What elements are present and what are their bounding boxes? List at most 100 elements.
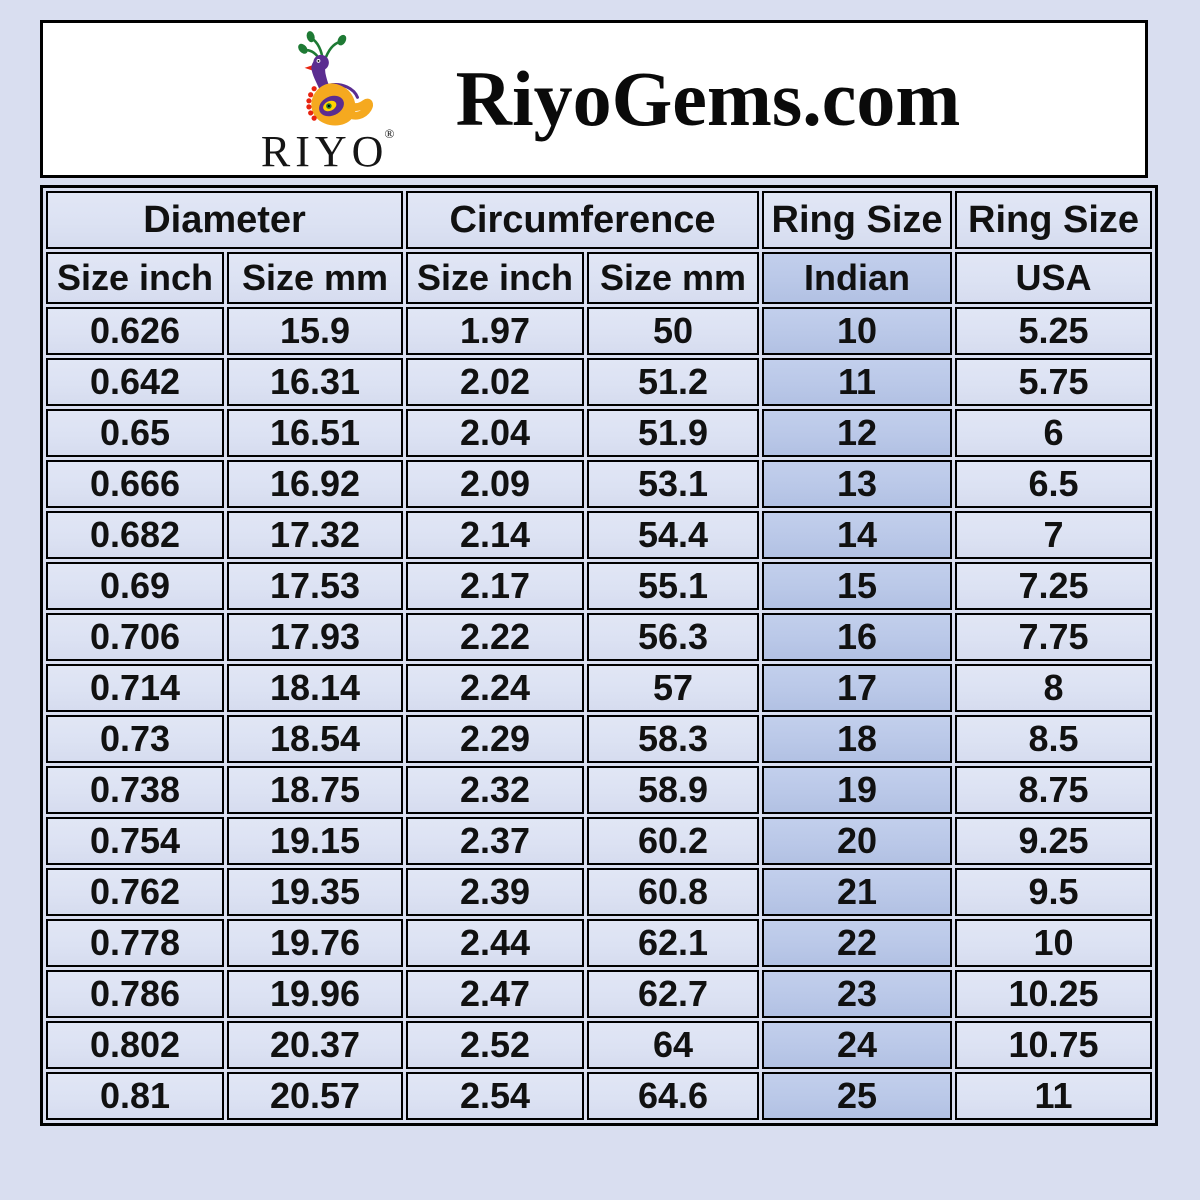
group-header-row: Diameter Circumference Ring Size Ring Si… <box>46 191 1153 249</box>
table-cell: 55.1 <box>587 562 760 610</box>
table-row: 0.802 20.37 2.52 64 24 10.75 <box>46 1021 1153 1069</box>
table-cell: 18 <box>762 715 953 763</box>
table-cell: 10.25 <box>955 970 1153 1018</box>
table-cell: 8.75 <box>955 766 1153 814</box>
table-cell: 17 <box>762 664 953 712</box>
logo-wordmark: RIYO® <box>261 126 395 174</box>
table-cell: 10 <box>762 307 953 355</box>
sub-header-row: Size inch Size mm Size inch Size mm Indi… <box>46 252 1153 304</box>
table-cell: 60.8 <box>587 868 760 916</box>
table-cell: 16.51 <box>227 409 404 457</box>
registered-mark: ® <box>384 126 395 142</box>
table-cell: 0.642 <box>46 358 224 406</box>
table-row: 0.786 19.96 2.47 62.7 23 10.25 <box>46 970 1153 1018</box>
col-header-usa: USA <box>955 252 1153 304</box>
col-header-indian: Indian <box>762 252 953 304</box>
table-cell: 2.02 <box>406 358 585 406</box>
table-cell: 0.714 <box>46 664 224 712</box>
table-cell: 58.3 <box>587 715 760 763</box>
col-header-circumference-inch: Size inch <box>406 252 585 304</box>
table-cell: 0.65 <box>46 409 224 457</box>
table-cell: 0.81 <box>46 1072 224 1120</box>
table-cell: 0.69 <box>46 562 224 610</box>
table-row: 0.65 16.51 2.04 51.9 12 6 <box>46 409 1153 457</box>
site-title: RiyoGems.com <box>455 55 961 142</box>
table-cell: 19.35 <box>227 868 404 916</box>
table-row: 0.626 15.9 1.97 50 10 5.25 <box>46 307 1153 355</box>
table-cell: 0.802 <box>46 1021 224 1069</box>
table-cell: 22 <box>762 919 953 967</box>
logo-text: RIYO <box>260 127 389 177</box>
table-cell: 1.97 <box>406 307 585 355</box>
peacock-logo-icon <box>297 31 373 126</box>
table-cell: 19.15 <box>227 817 404 865</box>
table-cell: 0.754 <box>46 817 224 865</box>
table-cell: 54.4 <box>587 511 760 559</box>
table-cell: 0.762 <box>46 868 224 916</box>
table-cell: 14 <box>762 511 953 559</box>
table-cell: 6 <box>955 409 1153 457</box>
table-cell: 9.5 <box>955 868 1153 916</box>
table-cell: 53.1 <box>587 460 760 508</box>
col-header-diameter-mm: Size mm <box>227 252 404 304</box>
table-cell: 64 <box>587 1021 760 1069</box>
table-cell: 6.5 <box>955 460 1153 508</box>
table-row: 0.762 19.35 2.39 60.8 21 9.5 <box>46 868 1153 916</box>
table-cell: 19.96 <box>227 970 404 1018</box>
table-cell: 20.57 <box>227 1072 404 1120</box>
col-header-diameter-inch: Size inch <box>46 252 224 304</box>
table-cell: 17.32 <box>227 511 404 559</box>
table-cell: 15.9 <box>227 307 404 355</box>
table-row: 0.754 19.15 2.37 60.2 20 9.25 <box>46 817 1153 865</box>
table-cell: 15 <box>762 562 953 610</box>
table-cell: 20.37 <box>227 1021 404 1069</box>
table-cell: 60.2 <box>587 817 760 865</box>
table-cell: 24 <box>762 1021 953 1069</box>
table-row: 0.682 17.32 2.14 54.4 14 7 <box>46 511 1153 559</box>
header-banner: RIYO® RiyoGems.com <box>40 20 1148 178</box>
table-cell: 16.31 <box>227 358 404 406</box>
table-cell: 56.3 <box>587 613 760 661</box>
table-cell: 13 <box>762 460 953 508</box>
table-cell: 0.738 <box>46 766 224 814</box>
table-cell: 10 <box>955 919 1153 967</box>
table-cell: 0.786 <box>46 970 224 1018</box>
ring-size-table: Diameter Circumference Ring Size Ring Si… <box>40 185 1159 1126</box>
table-cell: 0.778 <box>46 919 224 967</box>
table-cell: 0.682 <box>46 511 224 559</box>
table-cell: 2.04 <box>406 409 585 457</box>
table-cell: 23 <box>762 970 953 1018</box>
table-cell: 18.54 <box>227 715 404 763</box>
table-cell: 51.2 <box>587 358 760 406</box>
table-cell: 62.7 <box>587 970 760 1018</box>
table-cell: 5.75 <box>955 358 1153 406</box>
table-cell: 50 <box>587 307 760 355</box>
table-cell: 2.44 <box>406 919 585 967</box>
table-cell: 0.706 <box>46 613 224 661</box>
table-cell: 62.1 <box>587 919 760 967</box>
col-group-circumference: Circumference <box>406 191 760 249</box>
table-cell: 7 <box>955 511 1153 559</box>
table-cell: 0.666 <box>46 460 224 508</box>
table-cell: 16.92 <box>227 460 404 508</box>
table-row: 0.73 18.54 2.29 58.3 18 8.5 <box>46 715 1153 763</box>
table-cell: 2.54 <box>406 1072 585 1120</box>
table-row: 0.666 16.92 2.09 53.1 13 6.5 <box>46 460 1153 508</box>
table-cell: 57 <box>587 664 760 712</box>
table-cell: 51.9 <box>587 409 760 457</box>
table-cell: 20 <box>762 817 953 865</box>
table-row: 0.706 17.93 2.22 56.3 16 7.75 <box>46 613 1153 661</box>
table-cell: 2.47 <box>406 970 585 1018</box>
table-cell: 19 <box>762 766 953 814</box>
table-row: 0.81 20.57 2.54 64.6 25 11 <box>46 1072 1153 1120</box>
table-cell: 5.25 <box>955 307 1153 355</box>
table-row: 0.642 16.31 2.02 51.2 11 5.75 <box>46 358 1153 406</box>
table-cell: 58.9 <box>587 766 760 814</box>
table-cell: 11 <box>762 358 953 406</box>
col-group-ring-size-indian: Ring Size <box>762 191 953 249</box>
table-cell: 12 <box>762 409 953 457</box>
table-cell: 64.6 <box>587 1072 760 1120</box>
table-cell: 17.93 <box>227 613 404 661</box>
table-cell: 2.39 <box>406 868 585 916</box>
riyo-logo: RIYO® <box>228 28 428 174</box>
